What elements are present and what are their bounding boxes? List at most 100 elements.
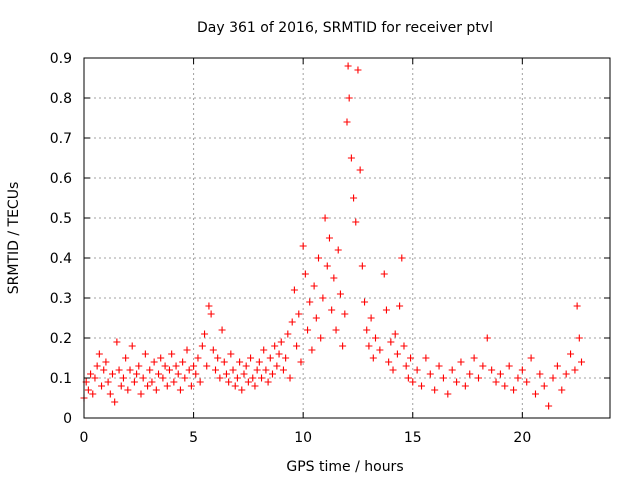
data-point [545,402,553,410]
data-point [231,382,239,390]
data-point [146,366,154,374]
data-point [266,354,274,362]
data-point [308,346,316,354]
data-point [159,374,167,382]
data-point [553,362,561,370]
data-point [352,218,360,226]
data-point [87,370,95,378]
data-point [341,310,349,318]
data-point [310,282,318,290]
x-tick-labels: 0 5 10 15 20 [80,430,532,446]
data-point [573,302,581,310]
data-point [238,386,246,394]
data-point [201,330,209,338]
data-point [168,350,176,358]
data-point [435,362,443,370]
data-point [251,382,259,390]
data-point [518,366,526,374]
y-tick-label: 0.2 [50,331,72,347]
data-point [325,234,333,242]
data-point [286,374,294,382]
data-point [126,366,134,374]
data-point [361,298,369,306]
data-point [84,386,92,394]
data-point [523,378,531,386]
data-point [179,358,187,366]
data-point [461,382,469,390]
y-tick-label: 0.8 [50,91,72,107]
data-point [531,390,539,398]
data-point [225,378,233,386]
data-point [380,270,388,278]
data-point [282,354,290,362]
data-point [505,362,513,370]
data-point [312,314,320,322]
data-point [100,366,108,374]
y-tick-label: 0.9 [50,51,72,67]
data-point [407,354,415,362]
data-point [273,362,281,370]
y-tick-label: 0.5 [50,211,72,227]
data-point [187,382,195,390]
x-tick-label: 10 [294,430,312,446]
data-point [385,358,393,366]
chart-title: Day 361 of 2016, SRMTID for receiver ptv… [197,20,493,36]
data-point [135,362,143,370]
data-point [396,302,404,310]
data-point [336,290,344,298]
data-point [115,366,123,374]
data-point [293,342,301,350]
data-point [181,374,189,382]
data-point [192,370,200,378]
data-point [376,346,384,354]
data-point [371,334,379,342]
x-axis-label: GPS time / hours [286,459,403,475]
data-point [141,350,149,358]
data-point [367,314,375,322]
data-point [176,386,184,394]
data-point [262,366,270,374]
data-point [264,378,272,386]
data-point [108,370,116,378]
data-point [514,374,522,382]
data-point [212,366,219,374]
data-point [453,378,461,386]
data-point [295,310,303,318]
data-point [157,354,165,362]
data-point [205,302,213,310]
data-point [571,366,579,374]
data-point [328,306,336,314]
data-point [301,270,309,278]
data-point [488,366,496,374]
x-tick-label: 20 [513,430,531,446]
data-point [152,386,160,394]
data-point [575,334,583,342]
data-point [483,334,491,342]
data-point [128,342,136,350]
data-point [236,358,244,366]
data-point [130,378,138,386]
data-point [567,350,575,358]
data-point [345,94,353,102]
data-point [404,374,412,382]
data-point [317,334,325,342]
data-point [190,362,198,370]
y-tick-label: 0 [63,411,72,427]
data-point [242,362,250,370]
data-point [227,350,235,358]
data-point [475,374,482,382]
data-point [382,306,390,314]
y-tick-label: 0.4 [50,251,72,267]
data-point [214,354,222,362]
x-tick-label: 15 [404,430,422,446]
data-point [350,194,358,202]
data-point [133,370,141,378]
data-point [209,346,217,354]
data-point [431,386,439,394]
data-point [492,378,500,386]
data-point [229,366,237,374]
data-point [89,390,97,398]
grid-lines [84,58,610,418]
data-point [95,350,103,358]
